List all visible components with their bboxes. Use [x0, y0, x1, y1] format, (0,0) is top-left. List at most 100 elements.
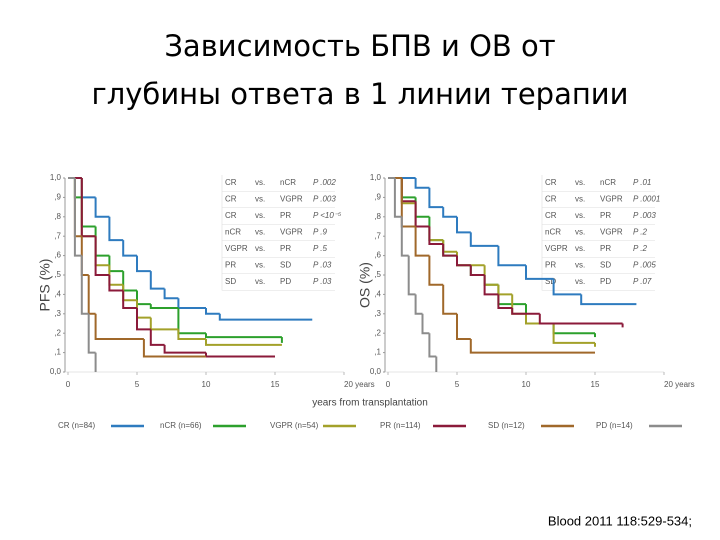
table-cell: VGPR — [600, 195, 623, 204]
survival-step — [87, 275, 96, 315]
survival-step — [94, 226, 110, 257]
survival-step — [428, 216, 444, 242]
survival-step — [552, 323, 595, 344]
survival-step — [149, 271, 165, 290]
survival-step — [122, 290, 137, 309]
survival-step — [511, 307, 540, 315]
table-cell: CR — [225, 195, 237, 204]
x-tick-label: 10 — [522, 380, 531, 389]
survival-step — [456, 216, 471, 234]
y-axis-label: PFS (%) — [37, 259, 53, 312]
table-cell: PD — [280, 277, 291, 286]
survival-step — [483, 275, 499, 296]
y-tick-label: ,9 — [374, 193, 381, 202]
table-cell: vs. — [255, 261, 265, 270]
survival-step — [108, 265, 124, 286]
table-cell: P .03 — [313, 277, 332, 286]
table-cell: vs. — [575, 211, 585, 220]
survival-step — [87, 313, 96, 354]
legend-label: PR (n=114) — [380, 421, 421, 430]
survival-step — [80, 178, 96, 199]
table-cell: PR — [600, 211, 611, 220]
survival-step — [442, 240, 457, 257]
y-tick-label: ,8 — [374, 212, 381, 221]
y-tick-label: 0,0 — [370, 367, 382, 376]
table-cell: P .005 — [633, 261, 656, 270]
table-cell: vs. — [575, 228, 585, 237]
citation: Blood 2011 118:529-534; — [548, 513, 692, 528]
survival-step — [73, 178, 82, 238]
table-cell: VGPR — [280, 195, 303, 204]
survival-step — [142, 339, 206, 358]
survival-step — [80, 255, 89, 315]
survival-step — [73, 178, 82, 199]
y-axis-label: OS (%) — [357, 262, 373, 308]
survival-step — [205, 333, 282, 339]
survival-step — [469, 339, 595, 354]
survival-step — [108, 216, 124, 242]
table-cell: CR — [225, 211, 237, 220]
survival-step — [136, 300, 151, 319]
table-cell: P .2 — [633, 228, 647, 237]
table-cell: SD — [600, 261, 611, 270]
table-cell: nCR — [280, 178, 296, 187]
survival-step — [414, 226, 430, 257]
survival-step — [580, 294, 637, 306]
survival-step — [149, 304, 179, 309]
table-cell: vs. — [255, 195, 265, 204]
survival-step — [80, 197, 96, 228]
survival-step — [469, 232, 499, 247]
survival-step — [497, 284, 513, 296]
survival-step — [428, 255, 444, 286]
table-cell: P .0001 — [633, 195, 660, 204]
table-cell: SD — [280, 261, 291, 270]
survival-step — [73, 178, 82, 257]
table-cell: VGPR — [600, 228, 623, 237]
survival-step — [421, 313, 430, 335]
survival-step — [122, 240, 137, 257]
table-cell: P .03 — [313, 261, 332, 270]
y-tick-label: ,9 — [54, 193, 61, 202]
y-tick-label: ,8 — [54, 212, 61, 221]
survival-step — [456, 313, 471, 341]
x-tick-label: 15 — [271, 380, 280, 389]
table-cell: vs. — [255, 178, 265, 187]
x-tick-label: 20 years — [664, 380, 695, 389]
legend-label: VGPR (n=54) — [270, 421, 319, 430]
table-cell: vs. — [255, 277, 265, 286]
table-cell: P .07 — [633, 277, 652, 286]
table-cell: vs. — [575, 244, 585, 253]
y-tick-label: ,6 — [374, 251, 381, 260]
table-cell: P .9 — [313, 228, 327, 237]
table-cell: CR — [545, 211, 557, 220]
y-tick-label: ,6 — [54, 251, 61, 260]
table-cell: P .01 — [633, 178, 651, 187]
survival-step — [414, 197, 430, 218]
y-tick-label: ,4 — [374, 290, 381, 299]
table-cell: VGPR — [280, 228, 303, 237]
table-cell: PR — [280, 244, 291, 253]
survival-step — [94, 236, 110, 276]
table-cell: P .2 — [633, 244, 647, 253]
survival-step — [149, 329, 165, 346]
table-cell: PD — [600, 277, 611, 286]
survival-step — [428, 187, 444, 209]
survival-step — [442, 240, 457, 253]
survival-step — [428, 333, 437, 358]
table-cell: P .003 — [633, 211, 656, 220]
y-tick-label: ,3 — [374, 309, 381, 318]
survival-step — [94, 236, 110, 267]
survival-step — [108, 275, 124, 292]
legend-label: PD (n=14) — [596, 421, 633, 430]
table-cell: vs. — [575, 195, 585, 204]
survival-step — [414, 294, 423, 315]
survival-step — [456, 255, 471, 267]
survival-step — [177, 298, 206, 309]
survival-step — [94, 313, 144, 341]
survival-step — [94, 197, 110, 218]
survival-step — [400, 178, 416, 205]
y-tick-label: 1,0 — [370, 173, 382, 182]
table-cell: vs. — [575, 178, 585, 187]
table-cell: P <10⁻⁵ — [313, 211, 342, 220]
survival-step — [163, 344, 206, 354]
